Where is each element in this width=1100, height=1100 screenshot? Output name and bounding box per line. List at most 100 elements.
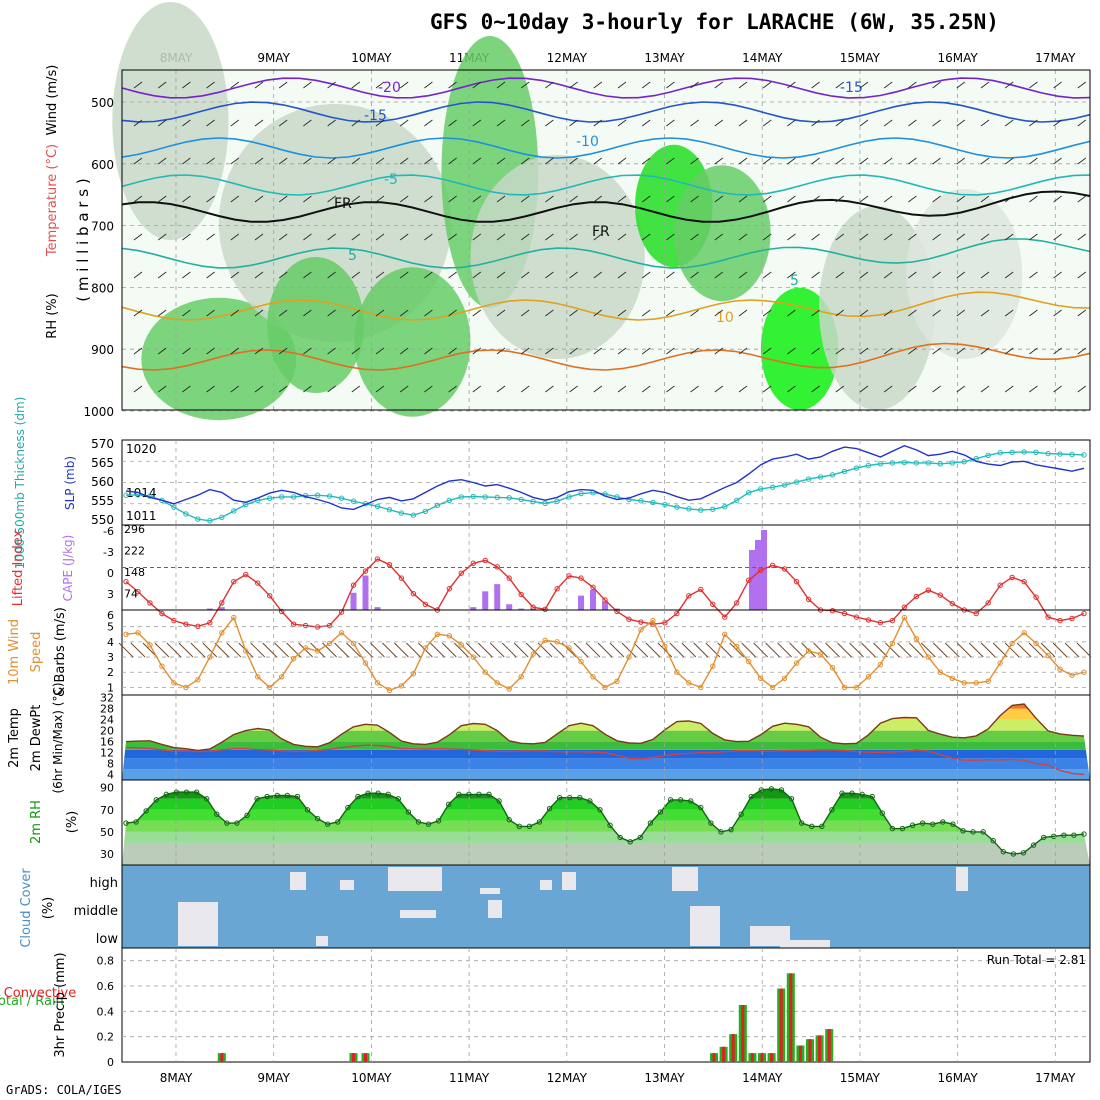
wind-barb	[477, 642, 493, 658]
rh-series-point	[889, 825, 896, 832]
upper-air-temp-label: Temperature (°C)	[45, 144, 60, 257]
wind-barb	[738, 119, 748, 127]
wind-barb	[448, 385, 457, 393]
wind-barb	[1053, 385, 1062, 393]
wind-barb	[327, 233, 336, 241]
cape-bar	[482, 591, 489, 610]
lifted-index-series-point	[422, 601, 429, 608]
wind-speed-series-point	[183, 684, 189, 691]
wind-speed-series-point	[913, 636, 920, 642]
wind-barb	[178, 642, 194, 658]
wind-barb	[787, 157, 796, 165]
run-total-label: Run Total = 2.81	[987, 953, 1086, 967]
wind-barb	[448, 271, 457, 279]
lifted-index-series-point	[841, 610, 848, 617]
wind-barb	[908, 157, 917, 165]
wind-barb	[811, 119, 820, 127]
wind-barb	[545, 119, 554, 127]
wind-barb	[835, 119, 845, 127]
wind-barb	[956, 195, 966, 203]
lifted-index-series-point	[267, 593, 273, 599]
date-label-bottom: 13MAY	[644, 1071, 685, 1085]
lifted-index-series-point	[219, 600, 225, 606]
rh-series-point	[637, 834, 643, 841]
wind-barb	[520, 347, 530, 355]
wind-barb	[956, 271, 966, 279]
rh-series-point	[698, 804, 704, 811]
rh-series-point	[1010, 851, 1017, 857]
wind-barb	[250, 642, 266, 658]
wind-barb	[182, 81, 191, 89]
cape-tick: 148	[124, 566, 145, 579]
wind-barb	[813, 642, 828, 658]
wind-speed-series-point	[530, 651, 536, 657]
wind-speed-series-point	[901, 614, 908, 621]
wind-barb	[762, 271, 772, 279]
thickness-series-point	[865, 462, 872, 469]
wind-speed-series-point	[290, 655, 297, 662]
wind-speed-series-point	[650, 617, 656, 624]
wind-speed-series-point	[123, 631, 129, 637]
wind-barb	[593, 347, 603, 355]
precip-convective-bar	[818, 1035, 822, 1062]
wind-speed-series-point	[518, 674, 524, 680]
date-label-top: 16MAY	[937, 51, 978, 65]
upper-air-rh-label: RH (%)	[45, 293, 60, 338]
wind-barb	[681, 642, 697, 658]
thickness-series-point	[781, 482, 788, 488]
thickness-series-point	[1069, 451, 1075, 458]
wind-barb	[932, 642, 948, 658]
temp-label-1: 2m Temp	[7, 708, 22, 768]
wind-barb	[133, 119, 143, 127]
wind-speed-series-point	[446, 633, 453, 639]
rh-series-point	[143, 808, 149, 814]
lifted-index-series-point	[135, 588, 141, 595]
wind-barb	[206, 119, 215, 127]
wind-barb	[956, 119, 966, 127]
wind-barb	[278, 81, 288, 89]
rh-series-point	[546, 806, 553, 812]
thickness-series	[125, 451, 1085, 522]
thickness-series-point	[458, 494, 464, 500]
lifted-index-series-point	[278, 608, 285, 615]
rh-series-point	[788, 796, 795, 802]
thickness-series-point	[817, 474, 824, 480]
lifted-index-series-point	[578, 575, 584, 581]
wind-barb	[908, 233, 917, 241]
precip-convective-bar	[712, 1053, 716, 1062]
precip-label-2: Convective	[4, 986, 77, 1001]
wind-barb	[278, 385, 288, 393]
wind-barb	[617, 347, 627, 355]
lifted-index-series-point	[1081, 610, 1087, 617]
rh-series-point	[1030, 842, 1037, 848]
wind-barb	[182, 347, 191, 355]
wind-barb	[448, 233, 457, 241]
precip-convective-bar	[808, 1039, 812, 1062]
thickness-series-point	[925, 460, 932, 466]
wind-barb	[525, 642, 541, 658]
wind-barb	[496, 385, 506, 393]
wind-barb	[424, 271, 433, 279]
temperature-contour	[121, 137, 1091, 159]
wind-barb	[811, 81, 820, 89]
date-label-bottom: 10MAY	[351, 1071, 392, 1085]
date-label-bottom: 14MAY	[742, 1071, 783, 1085]
wind-speed-series-point	[1033, 640, 1039, 647]
precip-convective-bar	[770, 1053, 774, 1062]
rh-series-point	[970, 829, 976, 835]
wind-barb	[254, 271, 264, 279]
wind-barb	[327, 195, 336, 203]
wind-speed-series-point	[434, 631, 441, 637]
lifted-index-series-point	[590, 584, 596, 591]
thickness-series-point	[195, 516, 201, 522]
wind-barb	[569, 309, 578, 317]
wind-barb	[762, 81, 772, 89]
wind-barb	[157, 81, 167, 89]
wind-barb	[1004, 309, 1014, 317]
wind-barb	[206, 233, 215, 241]
wind-barb	[738, 157, 748, 165]
wind-speed-series-point	[829, 664, 836, 671]
wind-barb	[118, 642, 134, 658]
wind-barb	[883, 233, 893, 241]
thickness-series-point	[1081, 452, 1087, 458]
